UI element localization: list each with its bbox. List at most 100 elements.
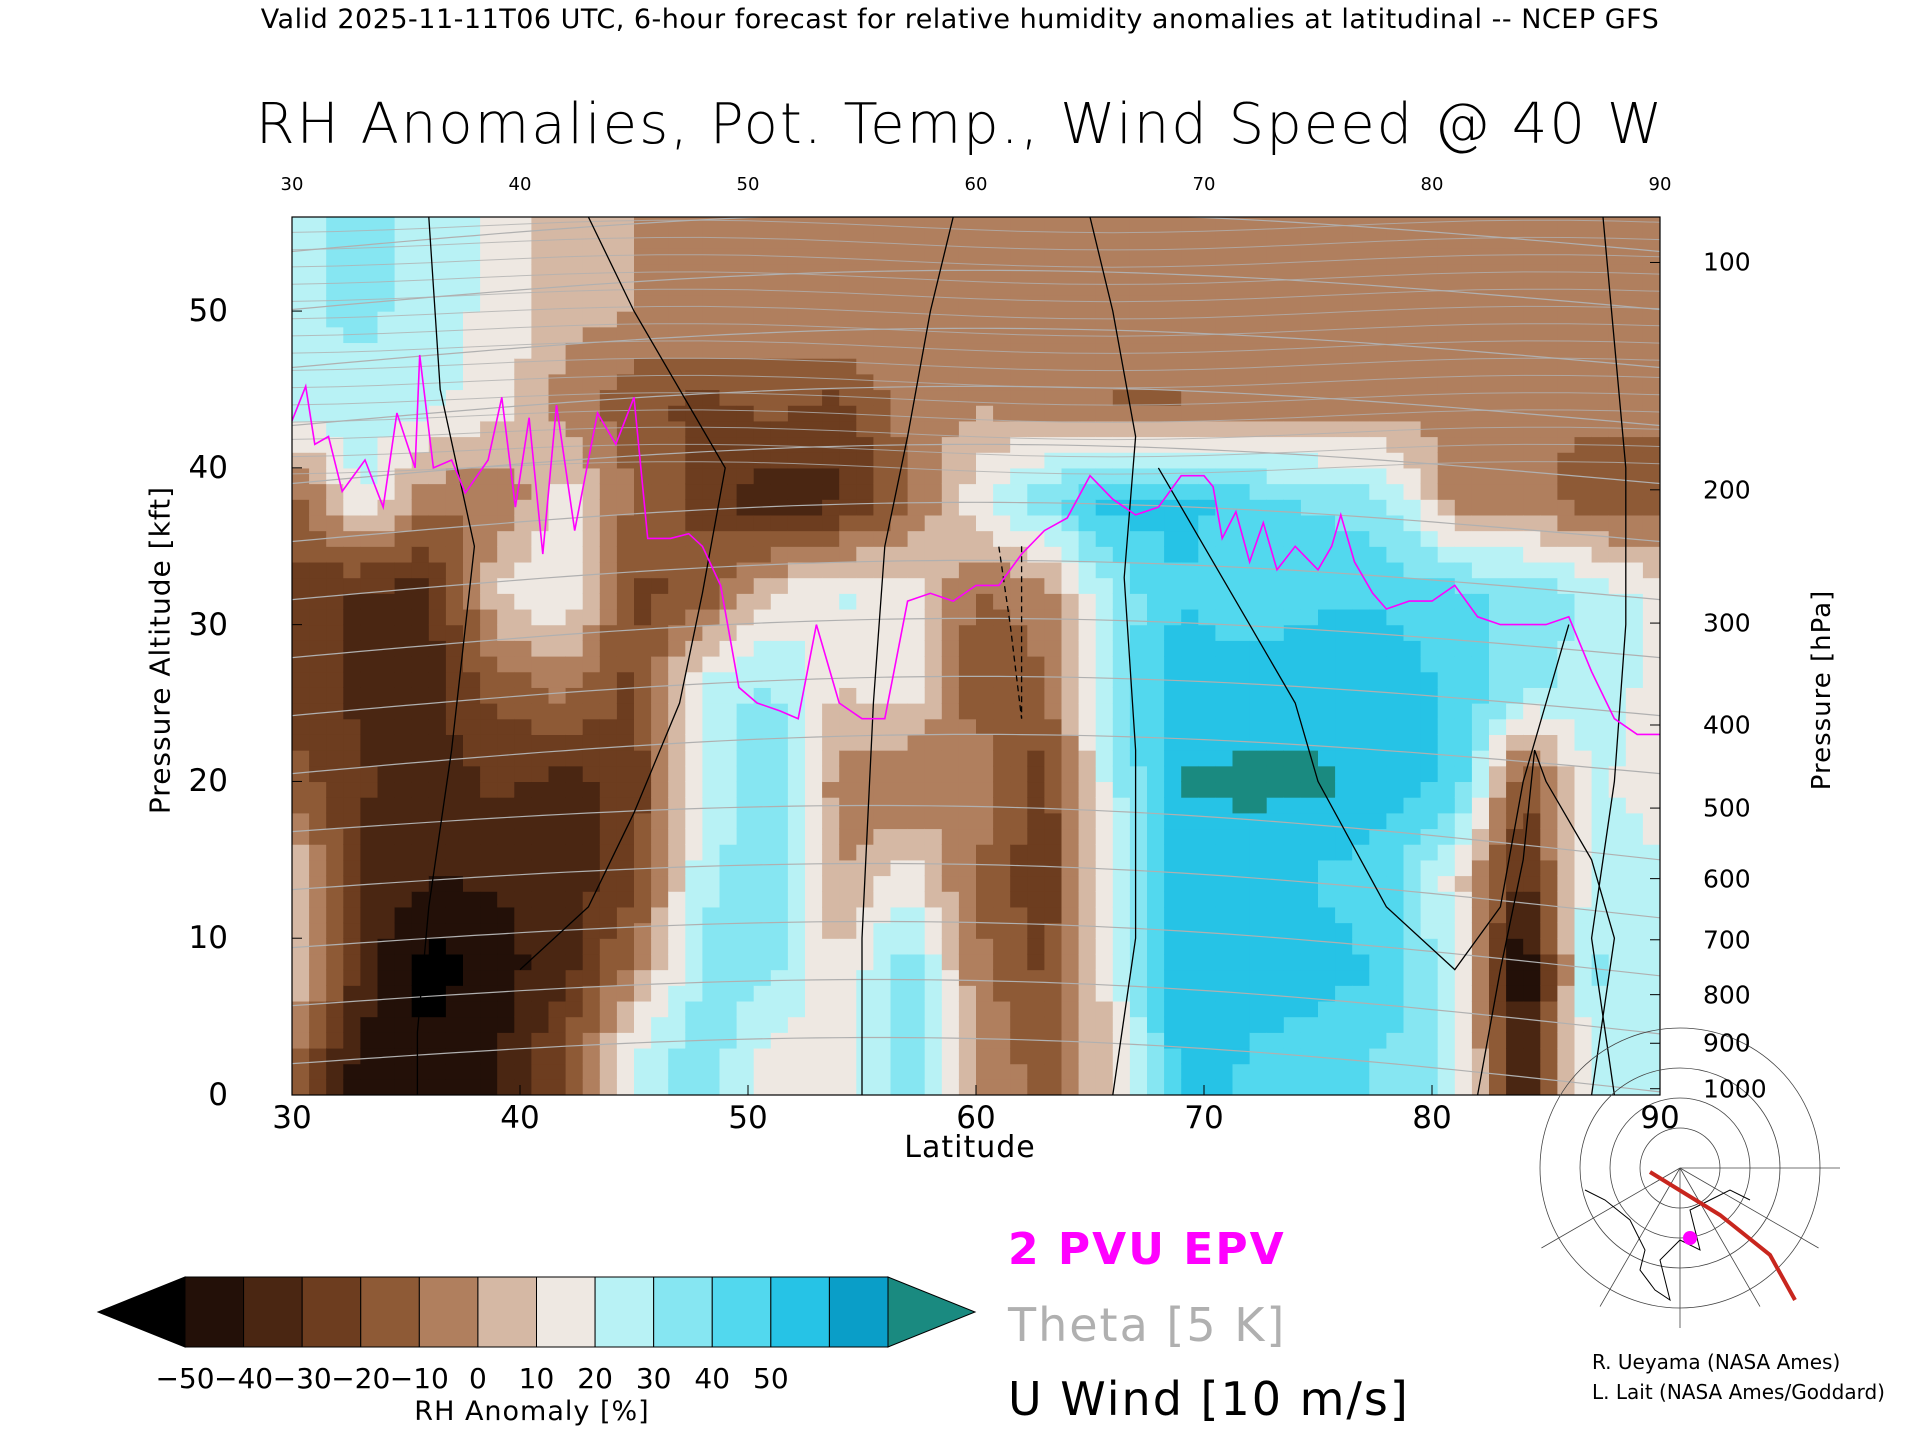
rh-cell [616, 671, 635, 688]
rh-cell [309, 483, 327, 500]
rh-cell [1608, 608, 1627, 626]
rh-cell [1608, 452, 1627, 469]
rh-cell [685, 750, 703, 767]
rh-cell [531, 891, 550, 908]
rh-cell [1591, 765, 1610, 783]
rh-cell [1198, 891, 1216, 908]
rh-cell [548, 906, 567, 924]
rh-cell [1471, 342, 1490, 359]
rh-cell [1335, 765, 1353, 783]
y-tick-label: 50 [188, 293, 228, 330]
rh-cell [719, 248, 738, 265]
rh-cell [1010, 1063, 1028, 1080]
rh-cell [822, 938, 840, 955]
rh-cell [1591, 217, 1610, 234]
rh-cell [1557, 718, 1576, 735]
rh-cell [463, 797, 481, 814]
rh-cell [634, 499, 652, 516]
rh-cell [1232, 1032, 1251, 1049]
rh-cell [1557, 828, 1576, 845]
rh-cell [1625, 781, 1644, 798]
rh-cell [1198, 1063, 1216, 1080]
rh-cell [907, 765, 926, 783]
rh-cell [993, 687, 1011, 704]
rh-cell [582, 1000, 601, 1018]
rh-cell [1352, 734, 1370, 751]
rh-cell [531, 311, 550, 328]
rh-cell [1369, 326, 1387, 344]
rh-cell [1625, 922, 1644, 939]
rh-cell [805, 953, 823, 971]
rh-cell [1129, 217, 1148, 234]
rh-cell [1061, 891, 1080, 908]
colorbar-tick-label: −40 [214, 1362, 274, 1395]
rh-cell [1283, 1016, 1302, 1033]
rh-cell [480, 765, 498, 783]
rh-cell [497, 436, 515, 453]
rh-cell [1129, 859, 1148, 877]
rh-cell [428, 906, 447, 924]
rh-cell [993, 828, 1011, 845]
rh-cell [1147, 248, 1165, 265]
rh-cell [616, 781, 635, 798]
rh-cell [1454, 248, 1473, 265]
rh-cell [822, 342, 840, 359]
rh-cell [360, 373, 379, 391]
rh-cell [1198, 703, 1216, 720]
rh-cell [411, 765, 430, 783]
rh-cell [1198, 467, 1216, 485]
rh-cell [719, 373, 738, 391]
rh-cell [1318, 640, 1336, 657]
rh-cell [839, 922, 857, 939]
rh-cell [1164, 624, 1182, 641]
rh-cell [856, 248, 874, 265]
rh-cell [976, 467, 994, 485]
rh-cell [1198, 436, 1216, 453]
rh-cell [548, 718, 567, 735]
rh-cell [1266, 922, 1285, 939]
rh-cell [1540, 311, 1558, 328]
rh-cell [463, 687, 481, 704]
rh-cell [377, 828, 396, 845]
rh-cell [770, 1047, 789, 1065]
rh-cell [993, 1032, 1011, 1049]
rh-cell [839, 656, 857, 673]
rh-cell [856, 373, 874, 391]
rh-cell [1420, 1063, 1439, 1080]
x-tick-label: 50 [728, 1100, 768, 1136]
rh-cell [616, 1063, 635, 1080]
rh-cell [565, 828, 584, 845]
rh-cell [976, 797, 994, 814]
rh-cell [770, 922, 789, 939]
rh-cell [1352, 514, 1370, 532]
rh-cell [1369, 1063, 1387, 1080]
rh-cell [616, 248, 635, 265]
rh-cell [1437, 703, 1456, 720]
rh-cell [1335, 671, 1353, 688]
rh-cell [1232, 217, 1251, 234]
rh-cell [770, 358, 789, 375]
rh-cell [1078, 671, 1097, 688]
rh-cell [787, 452, 806, 469]
rh-cell [822, 656, 840, 673]
rh-cell [685, 467, 703, 485]
rh-cell [1386, 342, 1405, 359]
rh-cell [1061, 1063, 1080, 1080]
rh-cell [497, 765, 515, 783]
rh-cell [360, 640, 379, 657]
rh-cell [1540, 1032, 1558, 1049]
rh-cell [1215, 389, 1234, 406]
rh-cell [1044, 985, 1063, 1002]
rh-cell [787, 608, 806, 626]
rh-cell [480, 969, 498, 986]
rh-cell [890, 1032, 909, 1049]
rh-cell [907, 718, 926, 735]
rh-cell [1369, 436, 1387, 453]
rh-cell [1335, 342, 1353, 359]
rh-cell [702, 546, 721, 563]
rh-cell [736, 467, 755, 485]
rh-cell [1506, 938, 1524, 955]
rh-cell [1420, 342, 1439, 359]
rh-cell [565, 1000, 584, 1018]
rh-cell [1112, 640, 1131, 657]
